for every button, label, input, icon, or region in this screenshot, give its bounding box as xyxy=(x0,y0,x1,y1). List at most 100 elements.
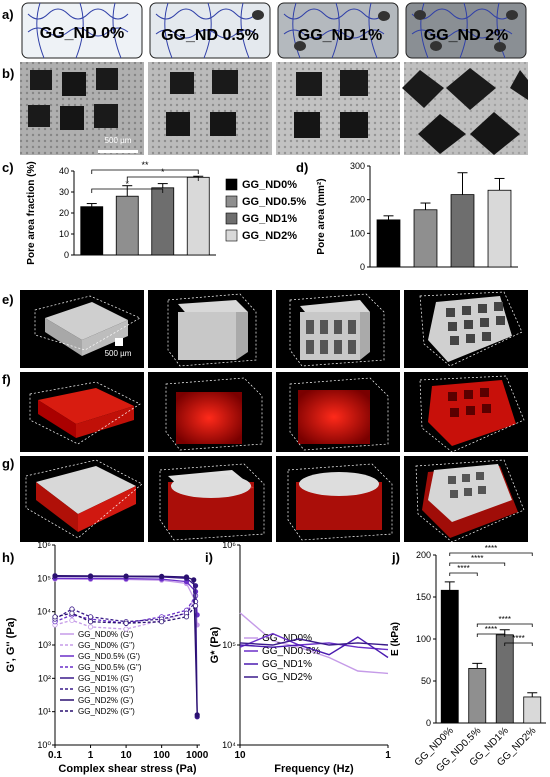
x-axis-label: Complex shear stress (Pa) xyxy=(58,763,197,775)
schematic-nd0: GG_ND 0% xyxy=(21,2,143,59)
y-tick-label: 300 xyxy=(350,161,365,171)
bar xyxy=(487,189,512,268)
series-marker xyxy=(183,614,190,620)
panel-letter-g: g) xyxy=(2,456,14,471)
legend-label: GG_ND2% xyxy=(242,230,297,242)
series-line xyxy=(239,632,389,651)
legend-swatch xyxy=(225,195,238,208)
y-tick-label: 0 xyxy=(426,718,431,728)
significance-label: **** xyxy=(485,625,497,634)
series-marker xyxy=(87,624,94,630)
y-tick-label: 100 xyxy=(416,634,431,644)
legend-swatch xyxy=(225,229,238,242)
schematic-label-nd05: GG_ND 0.5% xyxy=(161,27,259,44)
x-tick-label: 1 xyxy=(385,750,391,761)
x-tick-label: 1000 xyxy=(186,750,209,761)
series-marker xyxy=(191,577,197,583)
y-tick-label: 200 xyxy=(416,550,431,560)
legend-label: GG_ND0% (G'') xyxy=(78,641,135,650)
series-marker xyxy=(159,619,165,625)
significance-bracket xyxy=(91,188,164,193)
sem-image-nd05 xyxy=(148,62,272,155)
y-tick-label: 20 xyxy=(59,208,69,218)
bar xyxy=(523,696,542,724)
legend-label: GG_ND2% (G'') xyxy=(78,707,135,716)
y-axis-label: G', G'' (Pa) xyxy=(5,617,17,672)
series-marker xyxy=(69,606,75,612)
bar xyxy=(468,668,487,724)
schematic-label-nd2: GG_ND 2% xyxy=(424,27,508,44)
sem-image-nd1 xyxy=(276,62,400,155)
y-tick-label: 150 xyxy=(416,592,431,602)
schematic-nd1: GG_ND 1% xyxy=(277,2,399,59)
schematic-label-nd1: GG_ND 1% xyxy=(298,27,382,44)
y-tick-label: 0 xyxy=(64,250,69,260)
y-tick-label: 10⁴ xyxy=(222,740,236,750)
y-tick-label: 50 xyxy=(421,676,431,686)
y-tick-label: 10⁴ xyxy=(37,607,51,617)
legend-label: GG_ND0% xyxy=(262,633,312,644)
schematic-label-nd0: GG_ND 0% xyxy=(40,25,124,42)
panel-letter-e: e) xyxy=(2,292,14,307)
legend-label: GG_ND1% xyxy=(242,213,297,225)
panel-letter-c: c) xyxy=(2,160,14,175)
bar xyxy=(115,195,139,256)
legend-label: GG_ND0% xyxy=(242,179,297,191)
series-line xyxy=(54,578,198,625)
legend-label: GG_ND2% (G') xyxy=(78,696,134,705)
series-marker xyxy=(87,573,94,579)
chart-h-amplitude-sweep: 10⁰ 10¹ 10² 10³ 10⁴ 10⁵ 10⁶ 0.1 1 10 100 1000 Comple… xyxy=(5,540,209,775)
series-marker xyxy=(69,610,75,616)
series-marker xyxy=(194,712,200,718)
series-marker xyxy=(52,573,58,579)
x-tick-label: 1 xyxy=(88,750,94,761)
legend-label: GG_ND0.5% xyxy=(262,646,320,657)
y-tick-label: 10⁵ xyxy=(222,640,236,650)
series-line xyxy=(54,577,198,615)
schematic-nd2: GG_ND 2% xyxy=(405,2,527,59)
significance-label: **** xyxy=(499,615,511,624)
bar xyxy=(80,206,104,256)
series-line xyxy=(239,638,389,646)
bar xyxy=(413,209,438,268)
series-marker xyxy=(123,626,129,632)
microct-scale-label: 500 µm xyxy=(105,349,132,358)
significance-bracket xyxy=(449,552,533,556)
significance-label: **** xyxy=(485,544,497,553)
x-tick-label: 10 xyxy=(234,750,246,761)
series-line xyxy=(239,636,389,659)
y-tick-label: 10⁶ xyxy=(37,540,51,550)
legend-label: GG_ND0.5% xyxy=(242,196,306,208)
y-tick-label: 200 xyxy=(350,195,365,205)
legend-label: GG_ND0% (G') xyxy=(78,630,134,639)
legend-label: GG_ND2% xyxy=(262,672,312,683)
sem-image-nd2 xyxy=(402,62,528,155)
chart-i-frequency-sweep: 10⁴ 10⁵ 10⁶ 10 1 Frequency (Hz) G* (Pa) GG_ND0%… xyxy=(209,540,391,775)
y-tick-label: 0 xyxy=(360,262,365,272)
bar xyxy=(440,589,459,724)
panel-letter-i: i) xyxy=(205,550,213,565)
significance-label: **** xyxy=(512,634,524,643)
y-axis-label: Pore area (mm²) xyxy=(316,178,327,254)
bar xyxy=(450,194,475,268)
y-tick-label: 10⁵ xyxy=(37,573,51,583)
panel-g-overlays xyxy=(20,456,528,543)
y-tick-label: 10¹ xyxy=(38,707,51,717)
panel-a-schematics: GG_ND 0% GG_ND 0.5% GG_ND 1% GG_ND 2% xyxy=(21,2,527,59)
y-tick-label: 10⁰ xyxy=(37,740,51,750)
significance-bracket xyxy=(449,562,506,566)
y-tick-label: 100 xyxy=(350,228,365,238)
panel-letter-b: b) xyxy=(2,66,14,81)
bar xyxy=(376,219,401,268)
x-axis-label: Frequency (Hz) xyxy=(274,763,354,775)
sem-image-nd0: 500 µm xyxy=(20,62,144,155)
legend-label: GG_ND1% (G'') xyxy=(78,685,135,694)
y-tick-label: 10⁶ xyxy=(222,540,236,550)
series-marker xyxy=(87,619,94,625)
schematic-nd05: GG_ND 0.5% xyxy=(149,2,271,59)
y-axis-label: E (kPa) xyxy=(390,622,401,656)
legend-swatch xyxy=(225,212,238,225)
series-marker xyxy=(69,617,75,623)
